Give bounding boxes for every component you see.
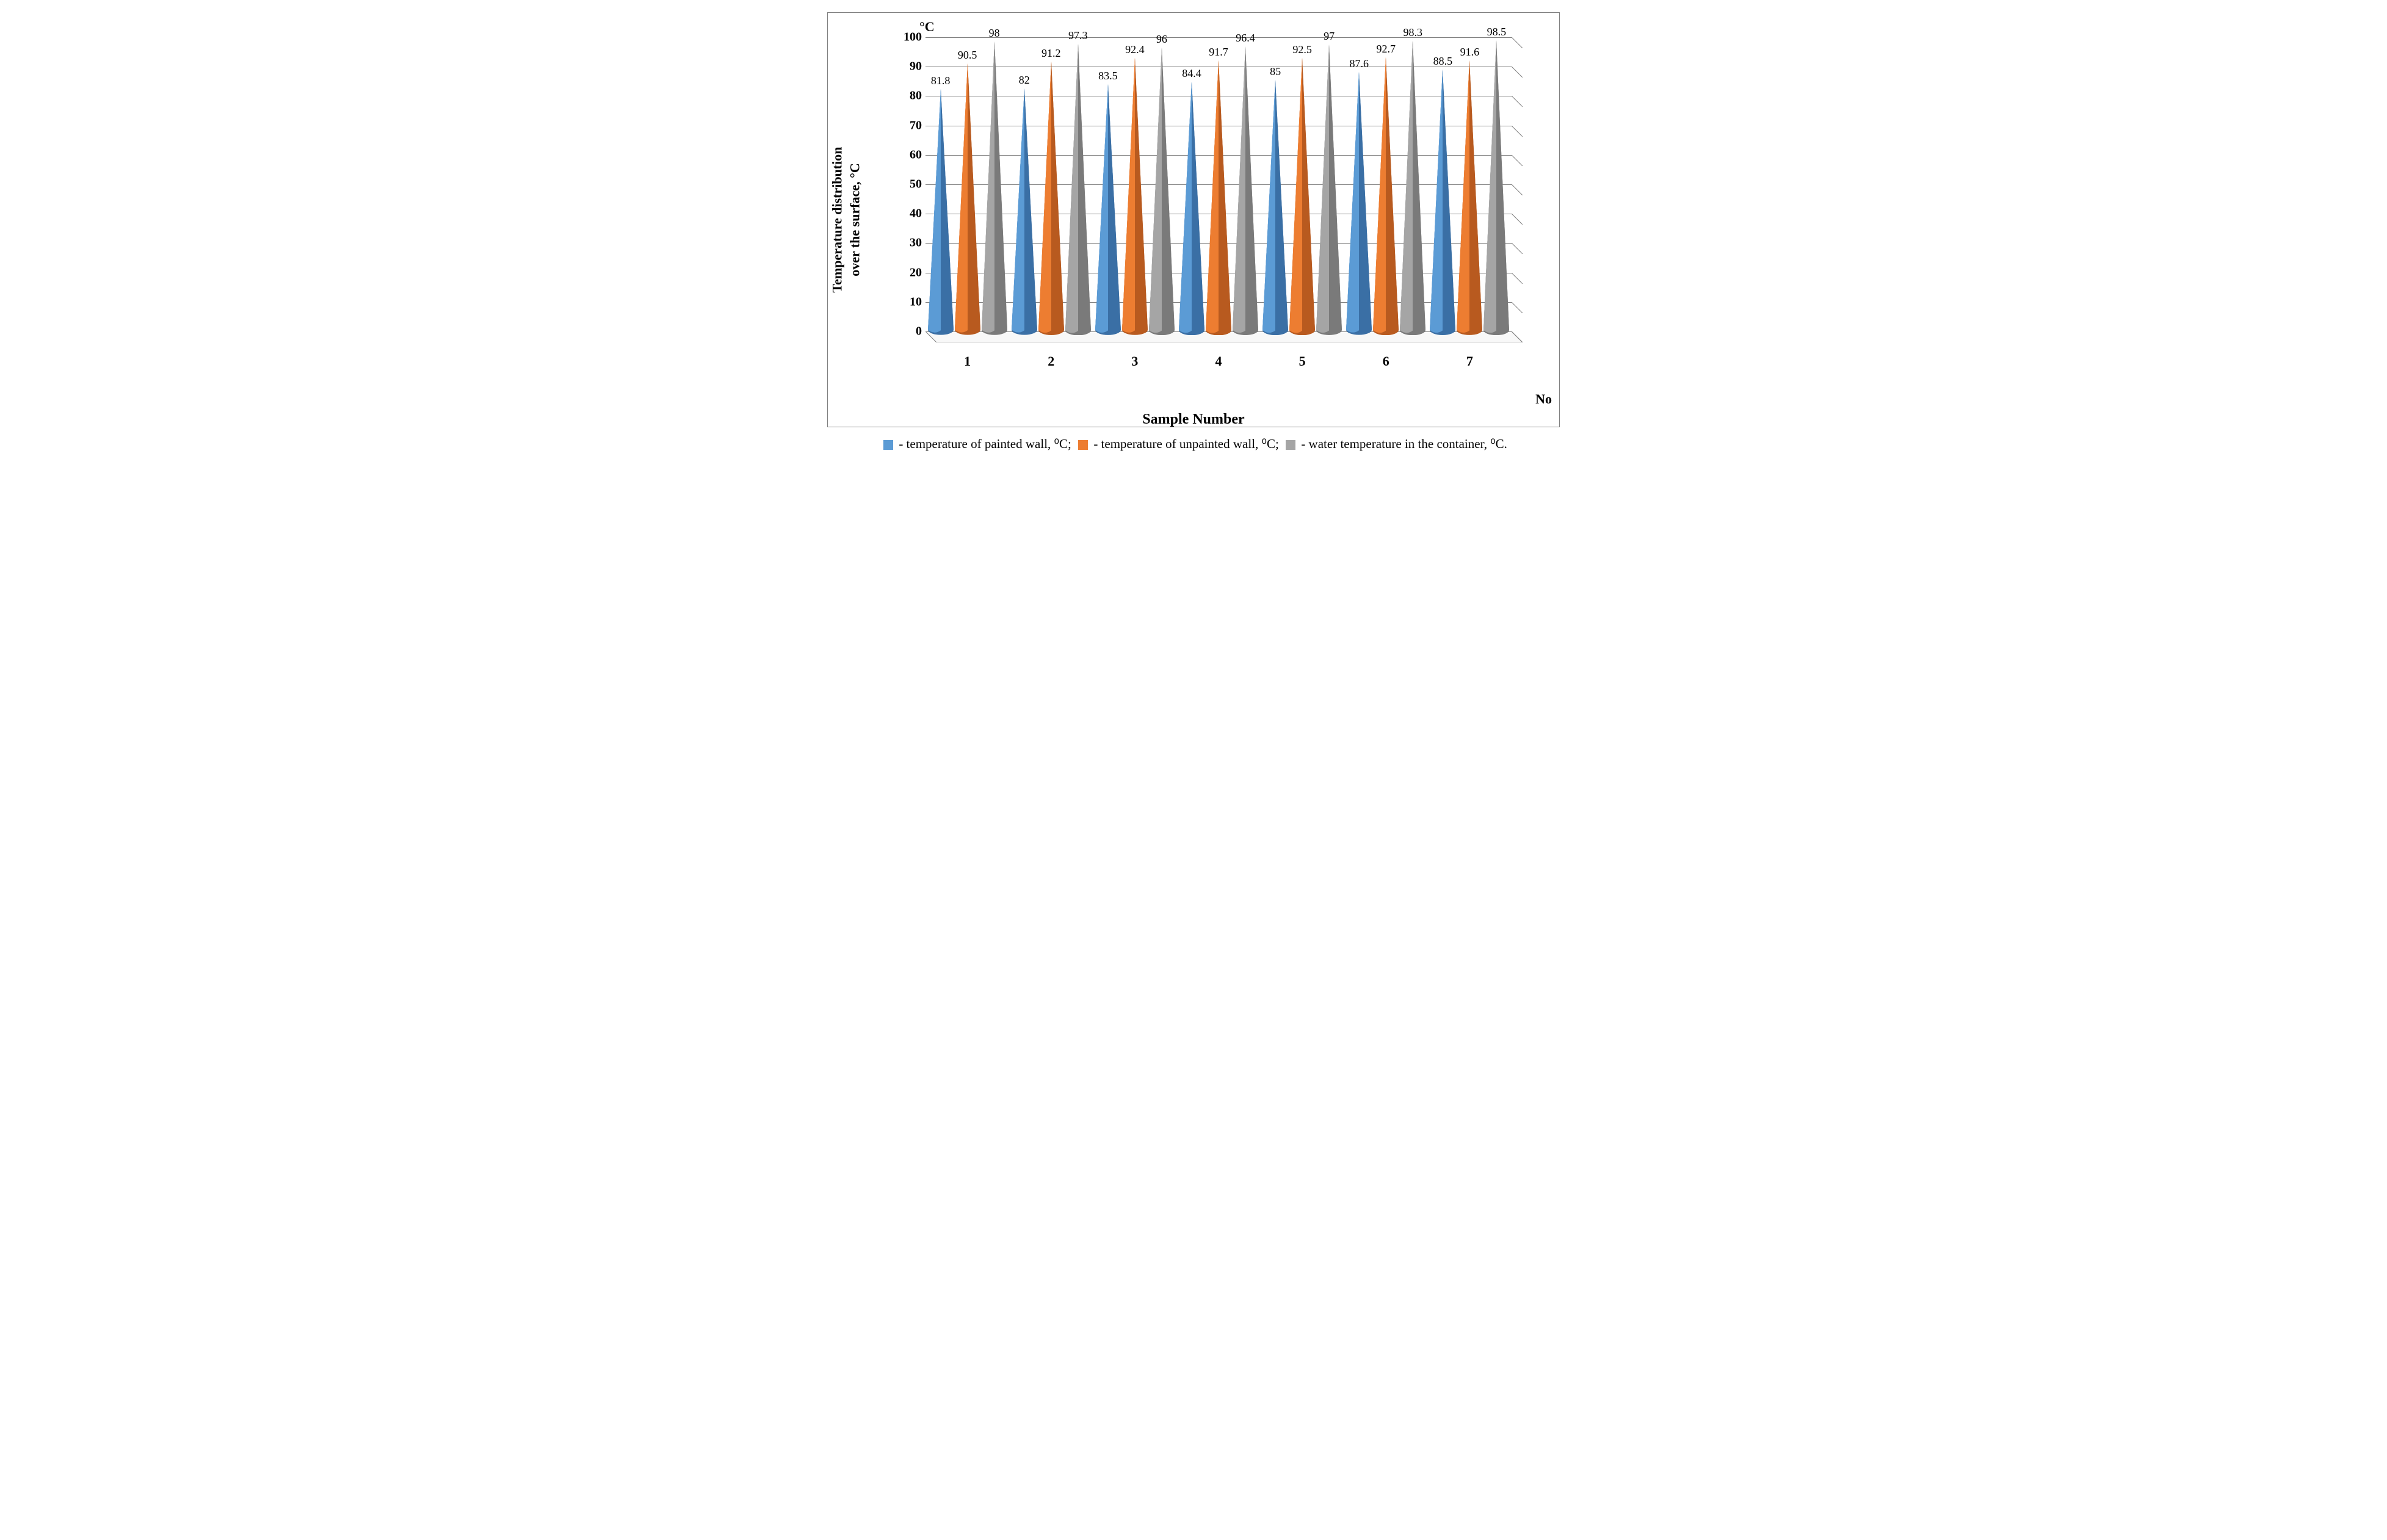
data-label: 97	[1324, 30, 1335, 43]
ytick-label: 70	[896, 118, 922, 132]
sample-group: 83.5 92.4 963	[1095, 48, 1175, 335]
cone-painted: 82	[1012, 89, 1037, 335]
cone-painted: 84.4	[1179, 82, 1204, 335]
cone-painted: 87.6	[1346, 72, 1372, 335]
cone-water: 96.4	[1233, 46, 1258, 335]
xtick-label: 5	[1299, 353, 1306, 369]
cone-unpainted: 90.5	[955, 63, 980, 335]
ytick-label: 80	[896, 89, 922, 103]
xtick-label: 6	[1383, 353, 1389, 369]
xtick-label: 7	[1466, 353, 1473, 369]
cone-water: 98	[982, 42, 1007, 335]
yaxis-title: Temperature distribution over the surfac…	[828, 98, 863, 342]
sample-group: 88.5 91.6 98.57	[1430, 40, 1509, 335]
legend-swatch-unpainted	[1078, 440, 1088, 450]
data-label: 98.5	[1487, 26, 1507, 38]
cone-water: 96	[1149, 48, 1175, 335]
ytick-label: 20	[896, 266, 922, 280]
data-label: 88.5	[1433, 55, 1453, 68]
cone-water: 97.3	[1065, 44, 1091, 335]
legend-text-unpainted: - temperature of unpainted wall, ⁰C;	[1090, 436, 1282, 451]
ytick-label: 40	[896, 207, 922, 221]
xaxis-title: Sample Number	[1142, 411, 1244, 428]
sample-group: 84.4 91.7 96.44	[1179, 46, 1258, 335]
sample-group: 87.6 92.7 98.36	[1346, 41, 1425, 335]
cones-layer: 81.8 90.5 981	[925, 37, 1512, 335]
chart-box: °C Temperature distribution over the sur…	[827, 12, 1560, 427]
xtick-label: 4	[1215, 353, 1222, 369]
ytick-label: 100	[896, 31, 922, 45]
cone-unpainted: 91.7	[1206, 60, 1231, 335]
sample-group: 85 92.5 975	[1262, 45, 1342, 335]
ytick-label: 10	[896, 295, 922, 309]
data-label: 96	[1156, 33, 1167, 46]
cone-unpainted: 91.2	[1038, 62, 1064, 335]
data-label: 92.7	[1377, 43, 1396, 56]
cone-unpainted: 91.6	[1457, 60, 1482, 335]
ytick-label: 90	[896, 60, 922, 74]
data-label: 91.7	[1209, 46, 1228, 59]
xaxis-unit-label: No	[1535, 391, 1552, 407]
cone-water: 98.5	[1483, 40, 1509, 335]
data-label: 91.2	[1041, 47, 1061, 60]
legend-text-painted: - temperature of painted wall, ⁰C;	[896, 436, 1074, 451]
data-label: 96.4	[1236, 32, 1255, 45]
cone-painted: 83.5	[1095, 84, 1121, 335]
cone-unpainted: 92.5	[1289, 58, 1315, 335]
yaxis-title-line1: Temperature distribution	[829, 147, 844, 293]
cone-painted: 85	[1262, 80, 1288, 335]
legend-text-water: - water temperature in the container, ⁰C…	[1298, 436, 1507, 451]
data-label: 90.5	[958, 49, 977, 62]
legend-swatch-painted	[883, 440, 893, 450]
yaxis-title-line2: over the surface, °C	[847, 163, 862, 277]
sample-group: 82 91.2 97.32	[1012, 44, 1091, 335]
data-label: 83.5	[1098, 70, 1118, 82]
cone-unpainted: 92.7	[1373, 57, 1399, 335]
ytick-label: 30	[896, 236, 922, 250]
cone-water: 97	[1316, 45, 1342, 335]
data-label: 85	[1270, 65, 1281, 78]
data-label: 92.4	[1125, 43, 1145, 56]
chart-wrapper: °C Temperature distribution over the sur…	[827, 12, 1560, 454]
xtick-label: 3	[1131, 353, 1138, 369]
sample-group: 81.8 90.5 981	[928, 42, 1007, 335]
data-label: 92.5	[1292, 43, 1312, 56]
legend: - temperature of painted wall, ⁰C; - tem…	[827, 435, 1560, 454]
plot-area: 0 10 20 30 40 50 60 70 80 90	[895, 31, 1535, 361]
cone-water: 98.3	[1400, 41, 1425, 335]
ytick-label: 60	[896, 148, 922, 162]
ytick-label: 0	[896, 325, 922, 339]
data-label: 98.3	[1404, 26, 1423, 39]
cone-painted: 88.5	[1430, 70, 1455, 335]
xtick-label: 2	[1048, 353, 1054, 369]
legend-swatch-water	[1286, 440, 1295, 450]
data-label: 91.6	[1460, 46, 1480, 59]
data-label: 84.4	[1182, 67, 1201, 80]
data-label: 81.8	[931, 74, 951, 87]
ytick-label: 50	[896, 178, 922, 192]
data-label: 82	[1019, 74, 1030, 87]
xtick-label: 1	[964, 353, 971, 369]
data-label: 87.6	[1350, 57, 1369, 70]
data-label: 98	[989, 27, 1000, 40]
cone-painted: 81.8	[928, 89, 954, 335]
cone-unpainted: 92.4	[1122, 58, 1148, 335]
data-label: 97.3	[1068, 29, 1088, 42]
